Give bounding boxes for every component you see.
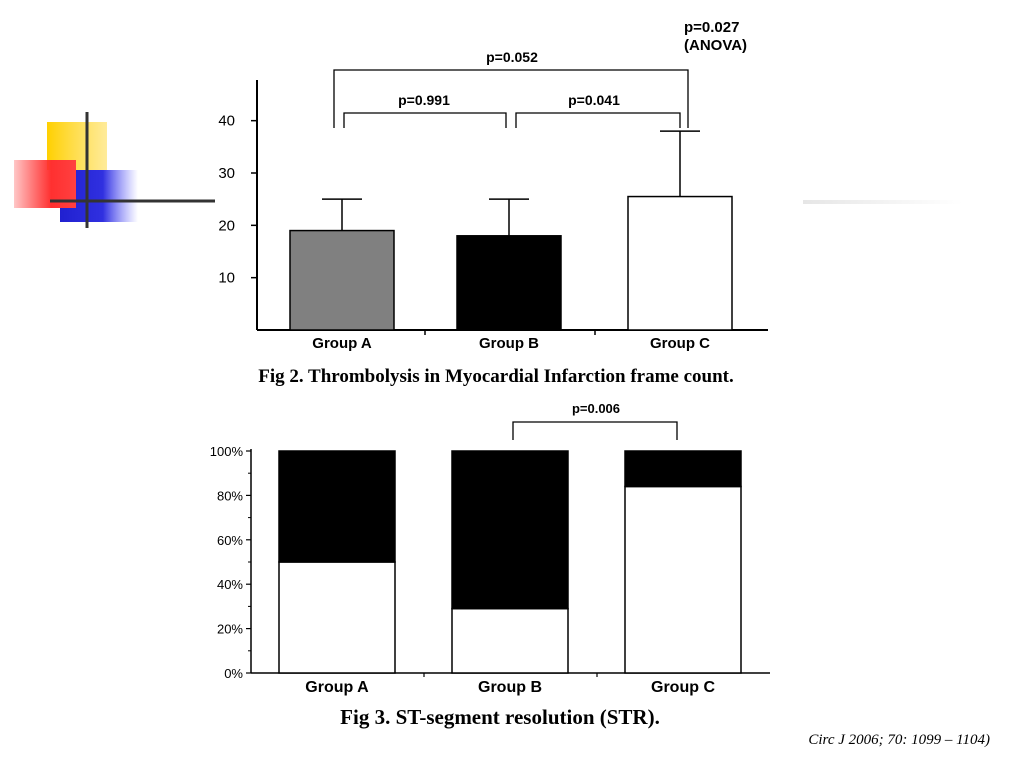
bar-segment-upper [278,450,396,563]
significance-bracket [515,112,681,128]
pvalue-label: p=0.991 [398,92,450,108]
x-tick-label: Group A [305,679,369,696]
significance-bracket [512,421,678,440]
bar [289,229,395,331]
bar [456,235,562,331]
x-tick-label: Group C [650,335,710,352]
y-tick-label: 0% [224,666,243,681]
pvalue-label: p=0.052 [486,49,538,65]
anova-pvalue: p=0.027 [684,19,739,36]
bar [627,195,733,331]
pvalue-label: p=0.041 [568,92,620,108]
bar-segment-lower [624,485,742,674]
x-tick-label: Group B [478,679,542,696]
fig2-caption: Fig 2. Thrombolysis in Myocardial Infarc… [258,366,734,387]
fig3-stacked-bar-chart: 0% 20% 40% 60% 80% 100% Group A Group B Group C p… [210,401,770,696]
y-tick-label: 10 [218,270,235,287]
y-tick-label: 40 [218,113,235,130]
fig3-caption: Fig 3. ST-segment resolution (STR). [340,705,660,729]
x-tick-label: Group C [651,679,715,696]
y-tick-label: 20% [217,622,243,637]
bar-segment-lower [278,561,396,674]
y-tick-label: 30 [218,165,235,182]
anova-label: (ANOVA) [684,37,747,54]
y-tick-label: 20 [218,217,235,234]
x-tick-label: Group A [312,335,372,352]
y-tick-label: 80% [217,488,243,503]
bar-segment-lower [451,607,569,674]
bar-segment-upper [624,450,742,488]
significance-bracket [343,112,507,128]
citation: Circ J 2006; 70: 1099 – 1104) [808,732,990,748]
y-tick-label: 40% [217,577,243,592]
bar-segment-upper [451,450,569,610]
x-tick-label: Group B [479,335,539,352]
y-tick-label: 100% [210,444,244,459]
fig2-bar-chart: p=0.027 (ANOVA) 10 20 30 40 Group A Group B Gr… [218,19,768,352]
significance-bracket [333,69,689,128]
y-tick-label: 60% [217,533,243,548]
pvalue-label: p=0.006 [572,401,620,416]
